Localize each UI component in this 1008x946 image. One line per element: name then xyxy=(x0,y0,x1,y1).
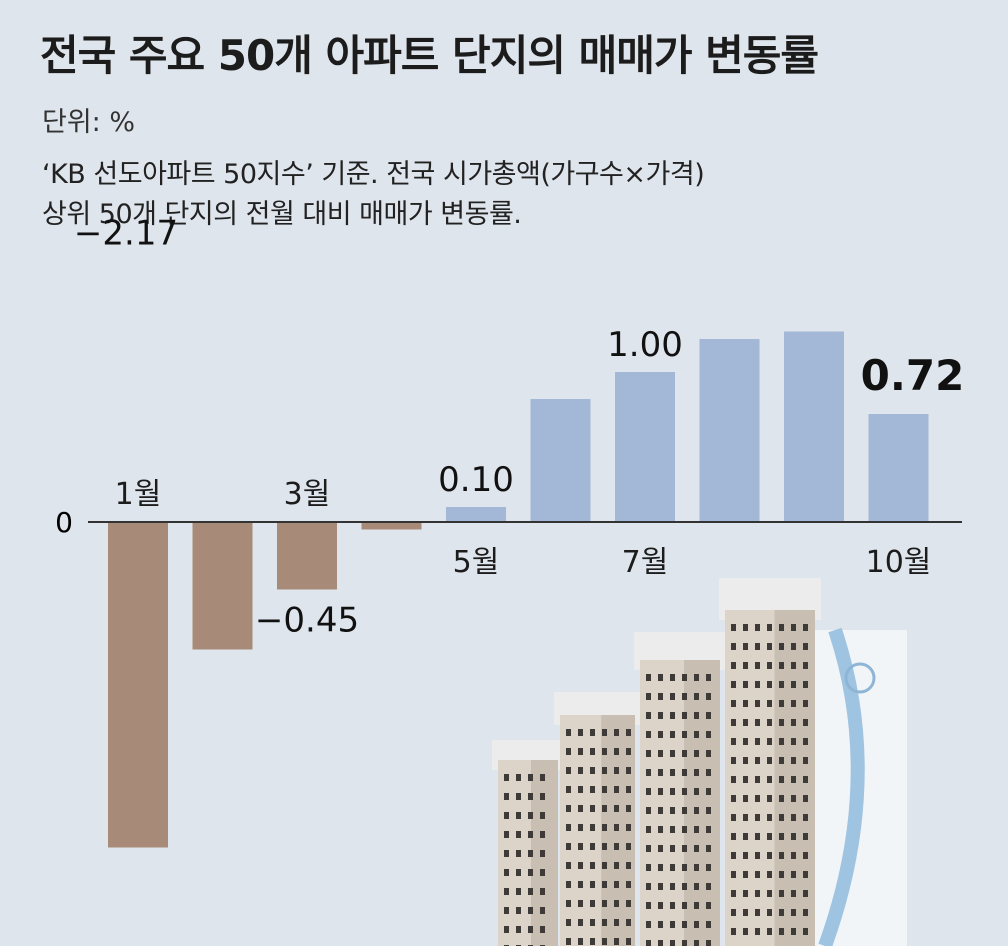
bars-group xyxy=(108,331,929,848)
value-label: −0.45 xyxy=(255,601,359,641)
bar-1월 xyxy=(108,522,168,848)
category-label: 10월 xyxy=(866,545,932,580)
building-tower xyxy=(719,578,821,946)
bar-10월 xyxy=(868,414,929,522)
value-label: 0.72 xyxy=(861,351,965,400)
building-tower xyxy=(815,627,907,946)
bar-2월 xyxy=(192,522,253,650)
category-label: 3월 xyxy=(284,477,331,512)
category-label: 5월 xyxy=(453,545,500,580)
category-label: 1월 xyxy=(115,477,162,512)
note-line-1: ‘KB 선도아파트 50지수’ 기준. 전국 시가총액(가구수×가격) xyxy=(42,159,705,190)
value-labels: −2.17 −0.45 0.10 1.00 0.72 xyxy=(74,214,964,641)
bar-6월 xyxy=(530,399,591,522)
value-label: −2.17 xyxy=(74,214,178,254)
category-labels: 1월 3월 5월 7월 10월 xyxy=(115,477,932,580)
chart-note: ‘KB 선도아파트 50지수’ 기준. 전국 시가총액(가구수×가격) 상위 5… xyxy=(42,155,992,235)
bar-7월 xyxy=(615,372,675,522)
zero-tick-label: 0 xyxy=(55,506,73,539)
note-line-2: 상위 50개 단지의 전월 대비 매매가 변동률. xyxy=(42,199,522,230)
bar-8월 xyxy=(699,339,760,522)
category-label: 7월 xyxy=(622,545,669,580)
bar-9월 xyxy=(784,331,844,522)
building-tower xyxy=(492,740,564,946)
building-tower xyxy=(634,632,726,946)
apartment-building-illustration xyxy=(492,578,907,946)
value-label: 0.10 xyxy=(438,460,514,500)
value-label: 1.00 xyxy=(607,325,683,365)
unit-label: 단위: % xyxy=(42,107,136,138)
building-tower xyxy=(554,692,641,946)
bar-3월 xyxy=(277,522,337,590)
bar-4월 xyxy=(361,522,422,530)
bar-5월 xyxy=(446,507,506,522)
chart-title: 전국 주요 50개 아파트 단지의 매매가 변동률 xyxy=(40,31,819,80)
